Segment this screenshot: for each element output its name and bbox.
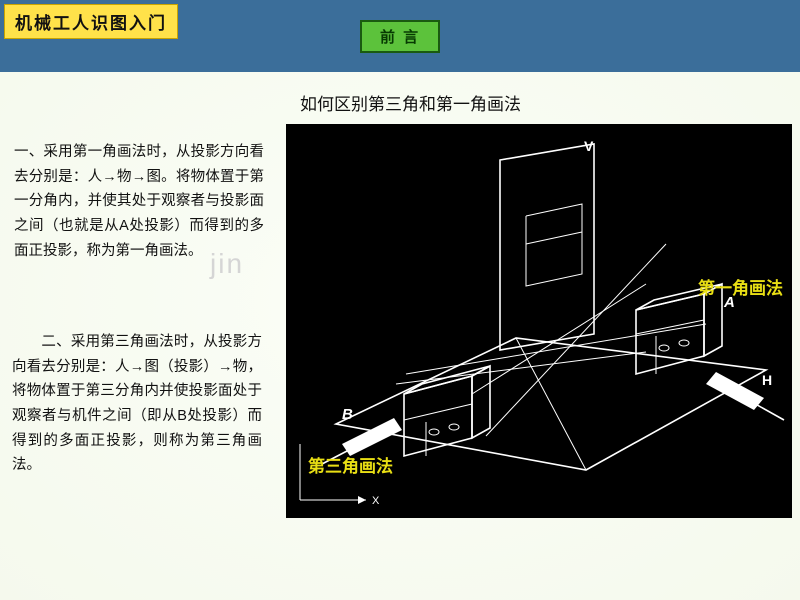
label-first-angle: 第一角画法 [698,274,783,299]
slide-page: 机械工人识图入门 前 言 如何区别第三角和第一角画法 一、采用第一角画法时，从投… [0,0,800,600]
svg-text:X: X [372,495,380,507]
label-third-angle: 第三角画法 [308,452,393,477]
course-banner: 机械工人识图入门 [4,4,178,39]
preface-label: 前 言 [360,20,440,53]
paragraph-third-angle: 二、采用第三角画法时，从投影方向看去分别是：人→图（投影）→物，将物体置于第三分… [12,330,262,478]
axis-label-h: H [762,372,772,388]
paragraph-first-angle: 一、采用第一角画法时，从投影方向看去分别是：人→物→图。将物体置于第一分角内，并… [14,140,264,263]
axis-label-v: V [584,138,593,154]
section-subtitle: 如何区别第三角和第一角画法 [300,90,521,115]
projection-diagram: X [286,124,792,518]
arrow-label-b: B [342,406,353,423]
